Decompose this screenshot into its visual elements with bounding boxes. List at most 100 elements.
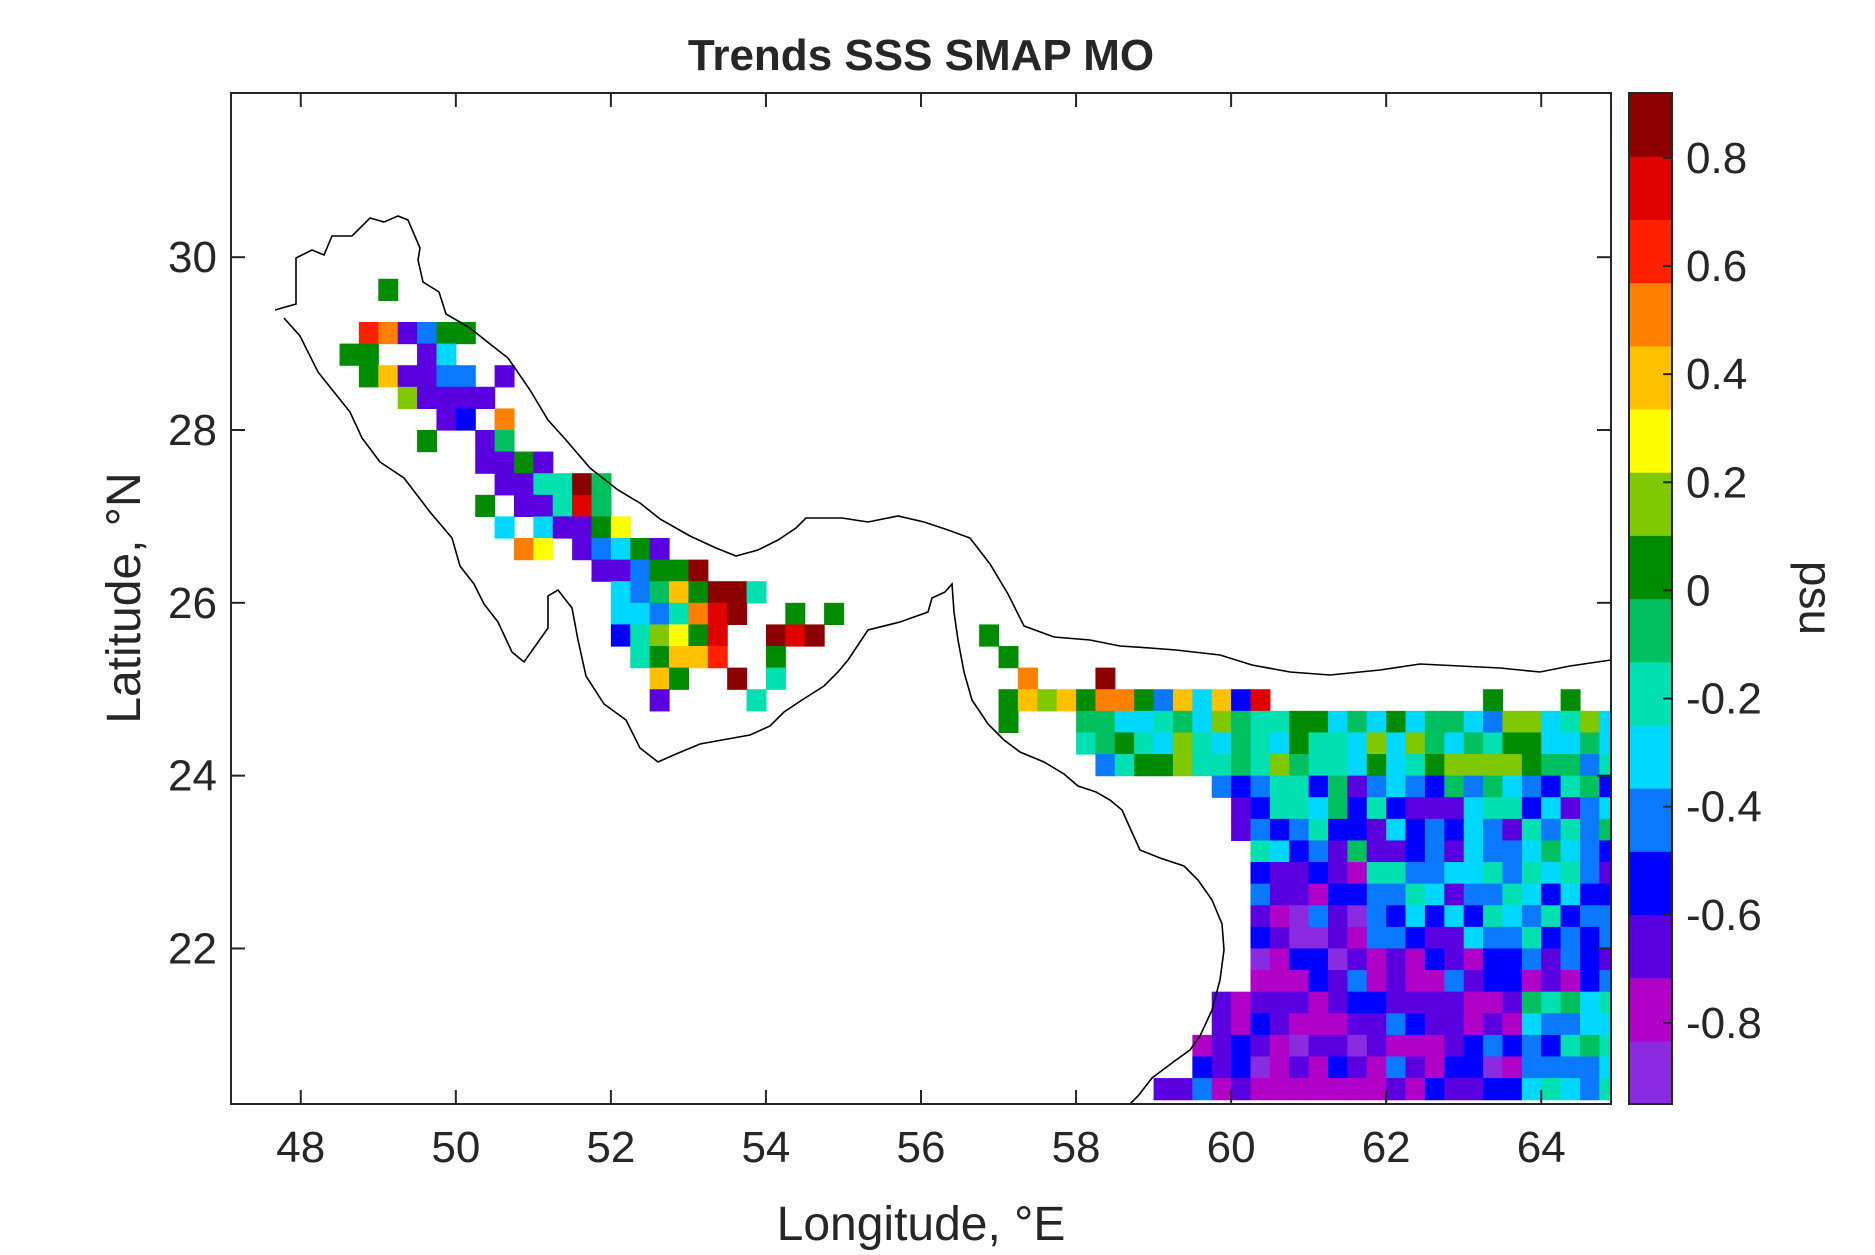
heatmap-cell	[1269, 948, 1290, 971]
heatmap-cell	[1269, 732, 1290, 755]
heatmap-cell	[1502, 797, 1523, 820]
heatmap-cell	[1521, 905, 1542, 928]
heatmap-cell	[1541, 754, 1562, 777]
coastline-north	[274, 215, 1611, 676]
heatmap-cell	[1347, 1056, 1368, 1079]
heatmap-cell	[1076, 689, 1097, 712]
heatmap-cell	[1483, 840, 1504, 863]
heatmap-cell	[1308, 883, 1329, 906]
heatmap-cell	[1037, 689, 1058, 712]
heatmap-cell	[1328, 905, 1348, 928]
heatmap-cell	[1250, 948, 1271, 971]
heatmap-cell	[804, 624, 825, 647]
heatmap-cell	[1134, 754, 1155, 777]
heatmap-cell	[1405, 710, 1426, 734]
heatmap-cell	[1250, 818, 1271, 842]
heatmap-cell	[630, 602, 651, 626]
y-tick-label: 24	[168, 752, 217, 801]
heatmap-cell	[998, 710, 1019, 734]
heatmap-cell	[475, 430, 496, 453]
heatmap-cell	[1599, 1013, 1611, 1036]
heatmap-cell	[417, 321, 438, 345]
heatmap-cell	[1366, 862, 1387, 885]
colorbar-band	[1629, 598, 1672, 663]
heatmap-cell	[1599, 905, 1611, 928]
heatmap-cell	[1366, 710, 1387, 734]
heatmap-cell	[436, 365, 457, 388]
heatmap-cell	[1289, 1013, 1310, 1036]
heatmap-cell	[1211, 1034, 1232, 1058]
heatmap-cell	[1114, 732, 1135, 755]
heatmap-cell	[1017, 667, 1038, 690]
heatmap-cell	[1579, 883, 1600, 906]
heatmap-cell	[1599, 840, 1611, 863]
heatmap-cell	[1347, 1034, 1368, 1058]
heatmap-cell	[1541, 1078, 1562, 1101]
heatmap-cell	[1328, 797, 1348, 820]
heatmap-cell	[1579, 710, 1600, 734]
heatmap-cell	[1463, 775, 1484, 798]
heatmap-cell	[1231, 1078, 1252, 1101]
heatmap-cell	[1095, 710, 1116, 734]
heatmap-cell	[1231, 1056, 1252, 1079]
heatmap-cell	[1405, 970, 1426, 993]
heatmap-cell	[1560, 862, 1581, 885]
heatmap-cell	[1444, 905, 1465, 928]
heatmap-cell	[1250, 775, 1271, 798]
heatmap-cell	[727, 581, 748, 604]
heatmap-cell	[1405, 948, 1426, 971]
heatmap-cell	[1328, 732, 1348, 755]
heatmap-cell	[1347, 840, 1368, 863]
heatmap-cell	[358, 343, 379, 366]
heatmap-cell	[1328, 1078, 1348, 1101]
heatmap-cell	[1483, 775, 1504, 798]
heatmap-cell	[1308, 840, 1329, 863]
heatmap-cell	[1502, 840, 1523, 863]
heatmap-cell	[1579, 991, 1600, 1014]
heatmap-cell	[1250, 926, 1271, 950]
heatmap-cell	[1366, 948, 1387, 971]
heatmap-cell	[436, 321, 457, 345]
heatmap-cell	[455, 365, 476, 388]
heatmap-cell	[1056, 689, 1077, 712]
heatmap-cell	[1599, 754, 1611, 777]
y-tick-label: 26	[168, 579, 217, 628]
heatmap-cell	[610, 516, 631, 539]
heatmap-cell	[1405, 775, 1426, 798]
heatmap-cell	[1579, 775, 1600, 798]
colorbar-band	[1629, 535, 1672, 600]
heatmap-cell	[1483, 732, 1504, 755]
heatmap-cell	[1289, 818, 1310, 842]
heatmap-cell	[1289, 862, 1310, 885]
heatmap-cell	[1386, 862, 1407, 885]
axis-ticks: 48 50 52 54 56 58 60 62 64 22 24 26 28 30	[168, 93, 1611, 1172]
colorbar-tick-label: -0.2	[1686, 675, 1762, 724]
heatmap-cell	[1541, 883, 1562, 906]
heatmap-cell	[1483, 1013, 1504, 1036]
colorbar-band	[1629, 219, 1672, 284]
colorbar-tick-label: -0.4	[1686, 783, 1762, 832]
colorbar: -0.8 -0.6 -0.4 -0.2 0 0.2 0.4 0.6 0.8 psu	[1628, 92, 1842, 1105]
heatmap-cell	[1269, 883, 1290, 906]
heatmap-cell	[1444, 948, 1465, 971]
heatmap-cell	[688, 624, 709, 647]
heatmap-cell	[1521, 862, 1542, 885]
heatmap-cell	[1328, 1013, 1348, 1036]
heatmap-cell	[669, 646, 690, 669]
heatmap-cell	[1172, 732, 1193, 755]
heatmap-cell	[1424, 926, 1445, 950]
heatmap-cell	[378, 365, 399, 388]
heatmap-cell	[1366, 732, 1387, 755]
heatmap-cell	[1599, 732, 1611, 755]
heatmap-cell	[1424, 754, 1445, 777]
heatmap-cell	[1424, 775, 1445, 798]
heatmap-cell	[1463, 797, 1484, 820]
heatmap-cell	[1444, 710, 1465, 734]
heatmap-cell	[494, 408, 515, 431]
heatmap-cell	[1328, 926, 1348, 950]
heatmap-cell	[1366, 905, 1387, 928]
heatmap-cell	[1366, 1034, 1387, 1058]
heatmap-cell	[1366, 1013, 1387, 1036]
heatmap-cell	[630, 538, 651, 561]
heatmap-cell	[1483, 926, 1504, 950]
